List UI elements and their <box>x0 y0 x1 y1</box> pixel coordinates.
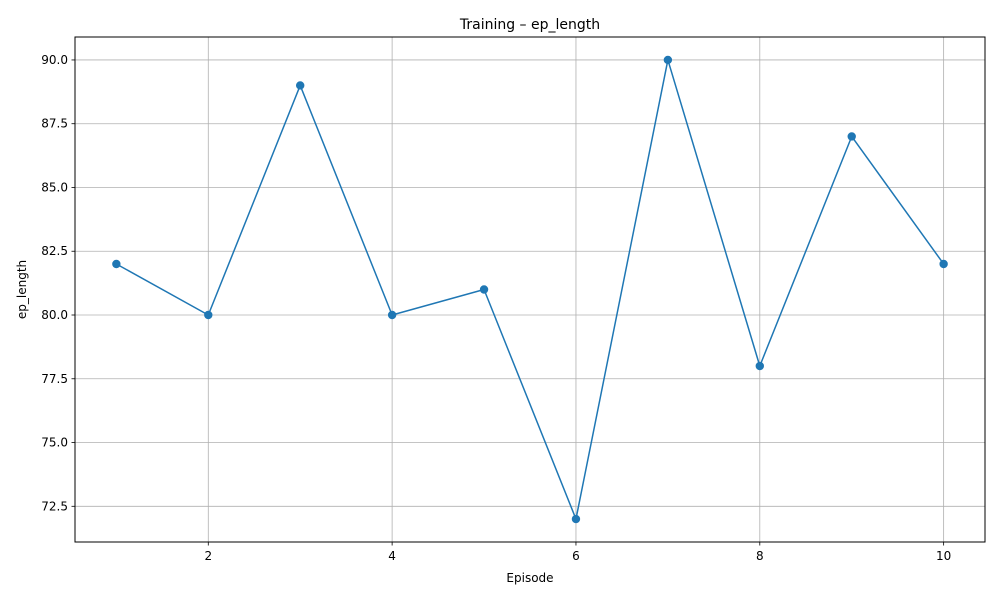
x-axis-label: Episode <box>506 571 553 585</box>
y-tick-label: 85.0 <box>41 180 68 194</box>
data-point <box>847 132 856 141</box>
y-axis-label: ep_length <box>15 260 29 319</box>
plot-frame <box>74 36 986 543</box>
x-tick-label: 10 <box>936 549 951 563</box>
x-tick-label: 6 <box>572 549 580 563</box>
x-tick-label: 2 <box>204 549 212 563</box>
grid <box>75 37 985 542</box>
y-tick-label: 90.0 <box>41 53 68 67</box>
data-point <box>204 310 213 320</box>
data-point <box>939 259 948 269</box>
data-point <box>296 81 305 90</box>
y-tick-label: 82.5 <box>41 244 68 258</box>
data-point <box>571 514 581 524</box>
data-point <box>479 285 489 294</box>
series-line <box>115 59 945 520</box>
data-point <box>755 361 764 371</box>
data-point <box>663 55 673 65</box>
chart-title: Training – ep_length <box>459 17 600 33</box>
y-tick-label: 75.0 <box>41 436 68 450</box>
x-tick-label: 4 <box>388 549 396 563</box>
series-layer <box>112 55 948 524</box>
data-point <box>112 259 121 269</box>
y-tick-label: 87.5 <box>41 117 68 131</box>
x-tick-label: 8 <box>756 549 764 563</box>
data-point <box>387 310 397 320</box>
y-tick-label: 72.5 <box>41 499 68 513</box>
y-tick-label: 77.5 <box>41 372 68 386</box>
ticks: 2 4 6 8 10 72.5 75.0 77.5 80.0 82.5 85.0 87.5 90.0 <box>41 53 951 563</box>
y-tick-label: 80.0 <box>41 308 68 322</box>
